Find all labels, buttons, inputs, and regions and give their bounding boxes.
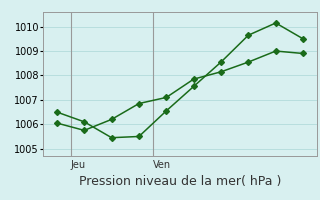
Text: Ven: Ven: [153, 160, 171, 170]
X-axis label: Pression niveau de la mer( hPa ): Pression niveau de la mer( hPa ): [79, 175, 281, 188]
Text: Jeu: Jeu: [71, 160, 86, 170]
